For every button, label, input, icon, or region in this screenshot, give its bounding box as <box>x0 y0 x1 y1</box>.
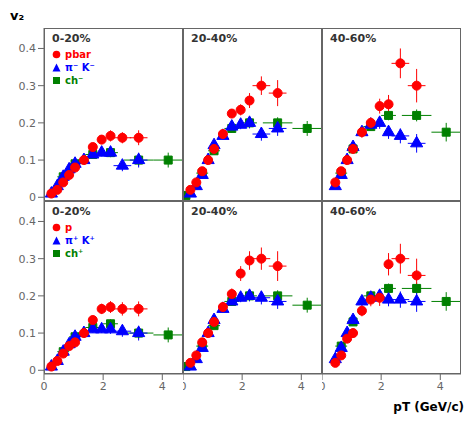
svg-text:4: 4 <box>437 380 444 393</box>
svg-text:0: 0 <box>29 191 36 201</box>
svg-text:0.3: 0.3 <box>19 80 37 93</box>
html-text:v₂: v₂ <box>10 8 25 23</box>
svg-text:0: 0 <box>29 364 36 377</box>
svg-text:0.2: 0.2 <box>19 290 37 303</box>
svg-text:0.4: 0.4 <box>19 215 37 228</box>
html-text:20-40%: 20-40% <box>191 205 238 218</box>
html-text:π⁻ K⁻: π⁻ K⁻ <box>65 62 95 73</box>
svg-text:2: 2 <box>239 380 246 393</box>
svg-text:4: 4 <box>298 380 305 393</box>
html-text:ch⁻: ch⁻ <box>65 75 84 86</box>
svg-text:2: 2 <box>378 380 385 393</box>
html-text:p: p <box>65 222 73 233</box>
svg-text:0: 0 <box>41 380 48 393</box>
html-text:ch⁺: ch⁺ <box>65 248 84 259</box>
html-text:pT (GeV/c): pT (GeV/c) <box>393 400 464 414</box>
html-text:0-20%: 0-20% <box>52 205 91 218</box>
html-text:0-20%: 0-20% <box>52 32 91 45</box>
svg-text:0: 0 <box>322 380 326 393</box>
svg-text:0.1: 0.1 <box>19 327 37 340</box>
svg-text:0: 0 <box>183 380 187 393</box>
html-text:π⁺ K⁺: π⁺ K⁺ <box>65 235 95 246</box>
svg-text:0.4: 0.4 <box>19 42 37 55</box>
svg-text:0.1: 0.1 <box>19 154 37 167</box>
html-text:20-40%: 20-40% <box>191 32 238 45</box>
svg-text:0.3: 0.3 <box>19 253 37 266</box>
html-text:40-60%: 40-60% <box>330 32 377 45</box>
svg-text:2: 2 <box>100 380 107 393</box>
html-text:40-60%: 40-60% <box>330 205 377 218</box>
svg-text:0.2: 0.2 <box>19 117 37 130</box>
html-text:pbar: pbar <box>65 49 91 60</box>
svg-text:4: 4 <box>159 380 166 393</box>
